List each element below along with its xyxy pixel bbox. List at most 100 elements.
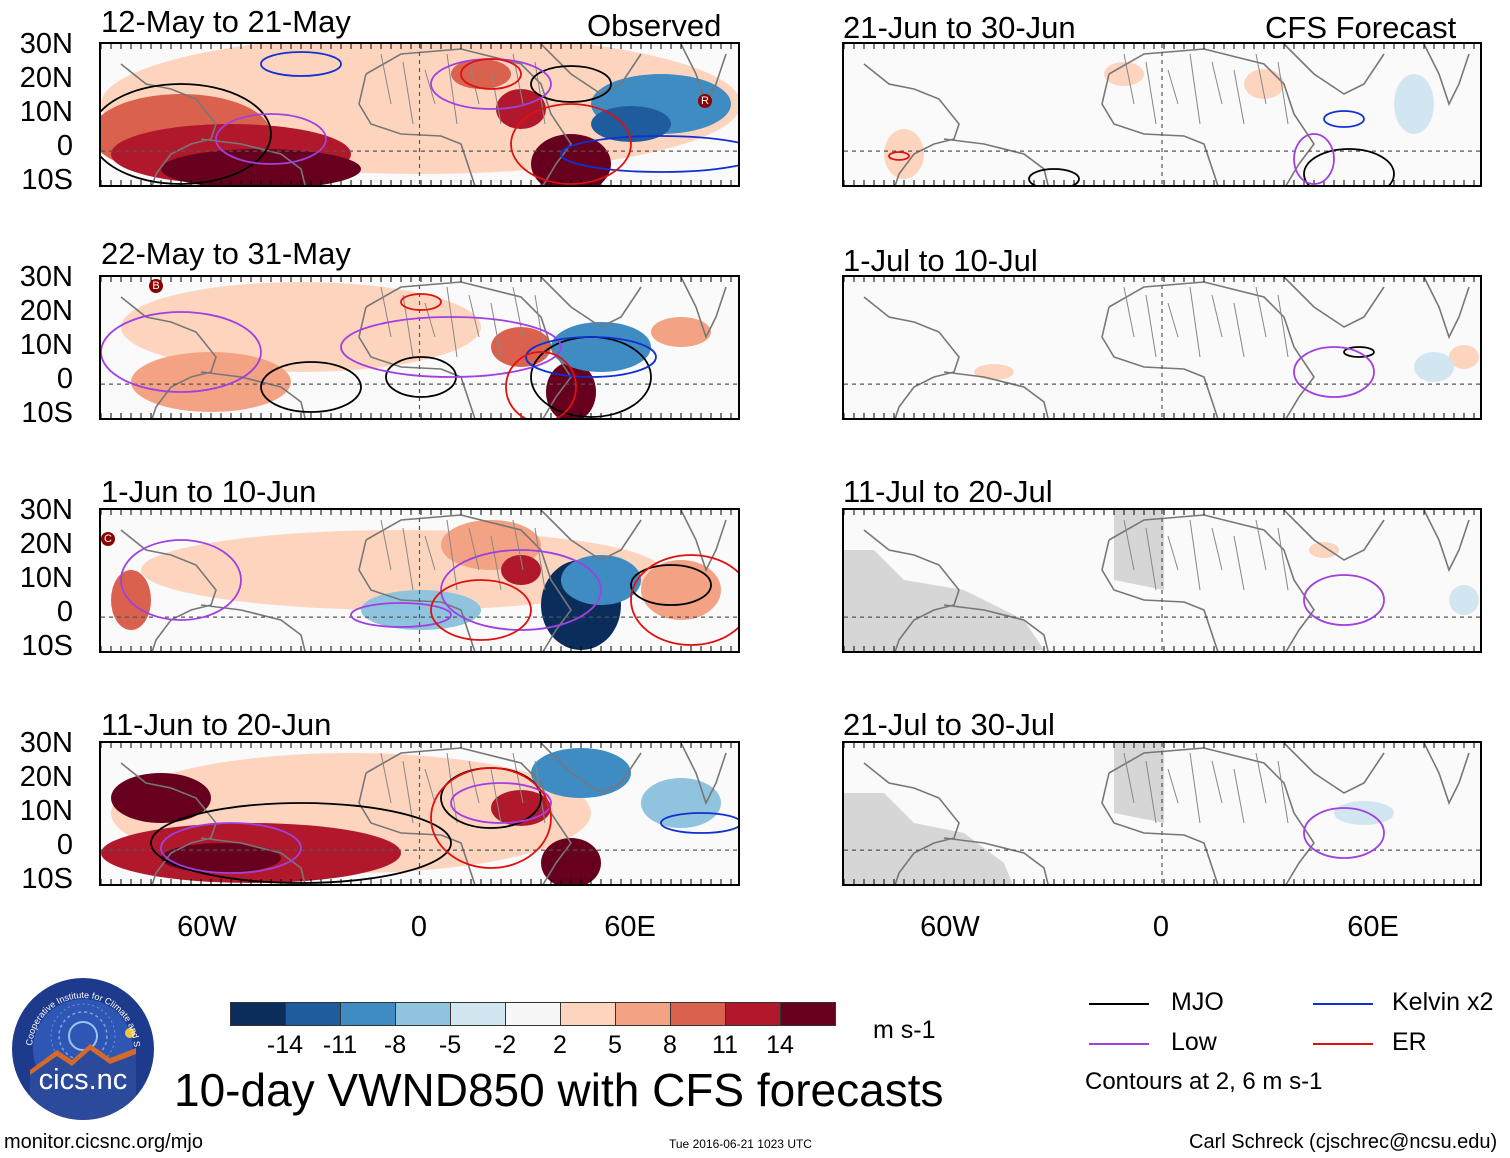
country-border <box>1233 302 1245 358</box>
coastline-south-america <box>943 138 1049 185</box>
lat-label: 20N <box>19 62 73 94</box>
wind-anomaly-negative <box>641 778 721 828</box>
colorbar-tick: 8 <box>663 1031 677 1059</box>
wind-anomaly-positive <box>451 59 511 89</box>
wind-anomaly-positive <box>1104 62 1144 86</box>
lon-right-60e: 60E <box>1347 911 1399 943</box>
country-border <box>468 294 480 338</box>
legend-low-label: Low <box>1171 1028 1217 1056</box>
legend-kelvin-label: Kelvin x2 <box>1392 988 1494 1016</box>
right-panel-3-title: 11-Jul to 20-Jul <box>843 474 1053 509</box>
wind-anomaly-positive <box>884 129 924 179</box>
colorbar-cell <box>615 1002 671 1026</box>
kelvin-contour <box>1323 110 1365 128</box>
colorbar-tick: -5 <box>438 1031 462 1059</box>
left-map-1 <box>99 42 740 187</box>
kelvin-contour <box>560 135 738 173</box>
right-map-4 <box>842 741 1482 886</box>
coastline-americas <box>120 529 217 651</box>
country-border <box>1145 294 1157 358</box>
wind-anomaly-strong <box>111 773 211 823</box>
colorbar-tick: 11 <box>712 1031 738 1059</box>
er-contour <box>630 554 738 646</box>
lat-label: 30N <box>19 727 73 759</box>
low-contour <box>440 549 602 631</box>
coastline-arabia <box>540 743 642 794</box>
country-border <box>490 69 502 125</box>
coastline-americas <box>863 63 960 185</box>
lat-label: 20N <box>19 761 73 793</box>
country-border <box>1255 752 1267 804</box>
coastline-arabia <box>1283 44 1385 95</box>
coastline-india <box>680 743 727 806</box>
country-border <box>1211 61 1223 105</box>
er-contour <box>430 767 552 869</box>
wind-anomaly-strong <box>161 843 281 873</box>
lat-label: 10N <box>19 795 73 827</box>
colorbar-cell <box>450 1002 506 1026</box>
wind-anomaly-negative <box>551 322 651 372</box>
country-border <box>1189 519 1201 591</box>
left-panel-3-title: 1-Jun to 10-Jun <box>101 474 317 509</box>
country-border <box>402 61 414 125</box>
coastline-africa <box>1108 48 1315 185</box>
colorbar-tick: -8 <box>383 1031 407 1059</box>
coastline-arabia <box>540 510 642 561</box>
right-panel-4-title: 21-Jul to 30-Jul <box>843 707 1055 742</box>
lon-right-0: 0 <box>1152 911 1170 943</box>
country-border <box>446 519 458 591</box>
low-contour <box>101 311 262 393</box>
kelvin-contour <box>260 51 342 77</box>
coastline-west-africa <box>358 306 476 418</box>
coastline-south-america <box>200 371 306 418</box>
coastline-africa <box>365 281 572 418</box>
country-border <box>424 768 436 804</box>
legend-mjo-label: MJO <box>1171 988 1224 1016</box>
storm-marker-b: B <box>149 279 163 293</box>
legend-low-line <box>1089 1043 1149 1045</box>
mjo-contour <box>1028 168 1080 185</box>
storm-marker-r: R <box>698 94 712 108</box>
coastline-africa <box>365 747 572 884</box>
legend-kelvin-line <box>1313 1003 1373 1005</box>
left-map-4 <box>99 741 740 886</box>
colorbar-unit: m s-1 <box>873 1016 936 1044</box>
coastline-india <box>1423 277 1470 340</box>
lon-left-0: 0 <box>410 911 428 943</box>
coastline-americas <box>120 296 217 418</box>
map-canvas <box>844 743 1480 884</box>
country-border <box>1167 69 1179 105</box>
right-panel-2-title: 1-Jul to 10-Jul <box>843 243 1038 278</box>
lat-label: 10S <box>21 397 73 429</box>
country-border <box>1211 294 1223 338</box>
coastline-africa <box>365 48 572 185</box>
coastline-africa <box>1108 514 1315 651</box>
country-border <box>534 294 546 358</box>
mjo-contour <box>630 564 712 606</box>
footer-url[interactable]: monitor.cicsnc.org/mjo <box>4 1131 203 1153</box>
lon-right-60w: 60W <box>920 911 980 943</box>
country-border <box>1211 527 1223 571</box>
coastline-india <box>1423 743 1470 806</box>
wind-anomaly-negative <box>561 555 641 605</box>
legend-er-label: ER <box>1392 1028 1427 1056</box>
low-contour <box>1293 346 1375 398</box>
wind-anomaly-strong <box>496 89 546 129</box>
country-border <box>1233 535 1245 591</box>
low-contour <box>160 822 302 874</box>
cics-logo-graphic: Cooperative Institute for Climate and Sa… <box>12 978 142 1120</box>
country-border <box>512 53 524 105</box>
lon-left-60w: 60W <box>177 911 237 943</box>
country-border <box>1123 752 1135 804</box>
right-map-2 <box>842 275 1482 420</box>
cics-logo: Cooperative Institute for Climate and Sa… <box>12 978 154 1120</box>
country-border <box>1189 752 1201 824</box>
low-contour <box>1293 133 1335 185</box>
coastline-south-america <box>200 837 306 884</box>
country-border <box>1145 527 1157 591</box>
mjo-contour <box>150 802 452 884</box>
country-border <box>512 519 524 571</box>
country-border <box>1255 519 1267 571</box>
lat-label: 10S <box>21 164 73 196</box>
country-border <box>1233 69 1245 125</box>
